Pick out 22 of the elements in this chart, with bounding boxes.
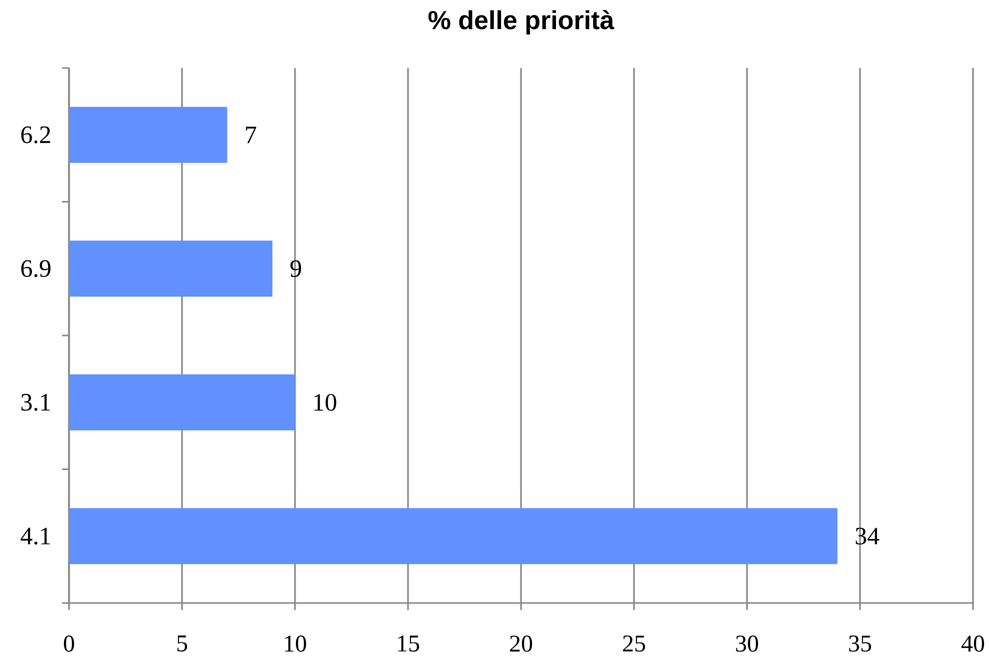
x-tick-label: 10 bbox=[285, 636, 306, 652]
y-tick-label: 3.1 bbox=[21, 394, 50, 411]
x-tick-label: 35 bbox=[849, 636, 872, 652]
chart-title: % delle priorità bbox=[428, 10, 614, 34]
data-label: 34 bbox=[856, 528, 880, 545]
bar bbox=[69, 374, 295, 430]
bar bbox=[69, 106, 228, 163]
data-label: 7 bbox=[246, 126, 256, 144]
bar bbox=[69, 240, 272, 297]
data-label: 10 bbox=[314, 394, 336, 411]
x-tick-label: 20 bbox=[510, 636, 532, 652]
x-tick-label: 30 bbox=[736, 636, 758, 652]
x-tick-label: 25 bbox=[623, 636, 646, 652]
y-tick-label: 6.2 bbox=[21, 126, 50, 144]
x-tick-label: 5 bbox=[177, 636, 188, 652]
data-label: 9 bbox=[290, 260, 302, 278]
x-tick-label: 0 bbox=[64, 636, 74, 652]
x-tick-label: 40 bbox=[961, 636, 984, 652]
bar bbox=[69, 508, 838, 564]
y-tick-label: 6.9 bbox=[21, 260, 50, 278]
y-tick-label: 4.1 bbox=[20, 528, 50, 545]
x-tick-label: 15 bbox=[398, 636, 420, 652]
